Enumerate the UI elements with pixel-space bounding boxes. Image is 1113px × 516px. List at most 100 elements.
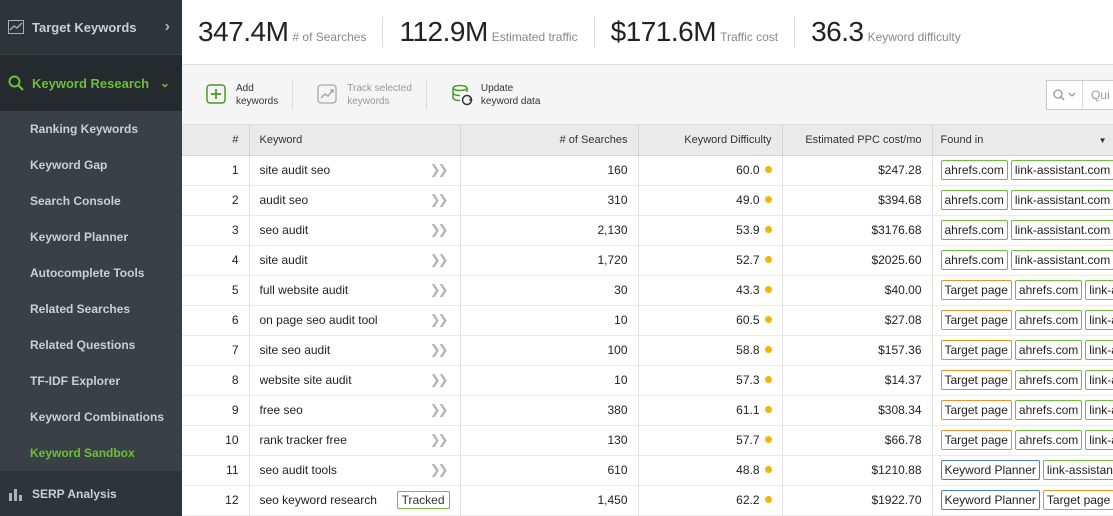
- column-header-keyword[interactable]: Keyword: [249, 125, 461, 156]
- double-chevron-icon[interactable]: ❯❯: [429, 372, 449, 387]
- found-in-tag[interactable]: link-assistant.com: [1010, 250, 1113, 270]
- difficulty-cell: 58.8: [638, 335, 783, 366]
- quick-filter[interactable]: [1046, 80, 1113, 110]
- found-in-tag[interactable]: link-assistant.com: [1010, 220, 1113, 240]
- found-in-tag[interactable]: Keyword Planner: [940, 490, 1040, 510]
- keyword-text[interactable]: free seo: [259, 403, 303, 417]
- sidebar-item-tf-idf-explorer[interactable]: TF-IDF Explorer: [30, 374, 121, 388]
- quick-filter-input[interactable]: [1083, 88, 1113, 102]
- metric-searches: 347.4M # of Searches: [182, 17, 384, 47]
- table-row[interactable]: 1 site audit seo ❯❯ 160 60.0 $247.28 ahrefs.co…: [182, 155, 1113, 186]
- found-in-tag[interactable]: ahrefs.com: [940, 190, 1008, 210]
- sidebar-item-keyword-planner[interactable]: Keyword Planner: [30, 230, 129, 244]
- keyword-text[interactable]: site audit seo: [259, 163, 331, 177]
- found-in-tag[interactable]: Target page: [940, 280, 1012, 300]
- column-header-searches[interactable]: # of Searches: [460, 125, 639, 156]
- double-chevron-icon[interactable]: ❯❯: [429, 342, 449, 357]
- sidebar-item-autocomplete-tools[interactable]: Autocomplete Tools: [30, 266, 145, 280]
- found-in-tag[interactable]: link-assistant.com: [1085, 370, 1113, 390]
- keyword-text[interactable]: rank tracker free: [259, 433, 347, 447]
- double-chevron-icon[interactable]: ❯❯: [429, 312, 449, 327]
- add-keywords-button[interactable]: Add keywords: [182, 79, 294, 110]
- difficulty-cell: 62.2: [638, 485, 783, 516]
- searches-value: 10: [460, 305, 639, 336]
- table-row[interactable]: 2 audit seo ❯❯ 310 49.0 $394.68 ahrefs.com link…: [182, 185, 1113, 216]
- found-in-tag[interactable]: Target page: [940, 370, 1012, 390]
- double-chevron-icon[interactable]: ❯❯: [429, 252, 449, 267]
- found-in-tag[interactable]: link-assistant.com: [1085, 340, 1113, 360]
- table-row[interactable]: 5 full website audit ❯❯ 30 43.3 $40.00 Target …: [182, 275, 1113, 306]
- table-row[interactable]: 3 seo audit ❯❯ 2,130 53.9 $3176.68 ahrefs.com l…: [182, 215, 1113, 246]
- table-row[interactable]: 9 free seo ❯❯ 380 61.1 $308.34 Target page ahre…: [182, 395, 1113, 426]
- search-dropdown-icon[interactable]: [1047, 81, 1083, 109]
- keyword-text[interactable]: site audit: [259, 253, 308, 267]
- found-in-tag[interactable]: link-assistant.com: [1085, 280, 1113, 300]
- sidebar-item-search-console[interactable]: Search Console: [30, 194, 121, 208]
- keyword-text[interactable]: website site audit: [259, 373, 352, 387]
- column-header-found-in[interactable]: Found in ▼: [932, 125, 1113, 156]
- table-row[interactable]: 7 site seo audit ❯❯ 100 58.8 $157.36 Target pa…: [182, 335, 1113, 366]
- found-in-tag[interactable]: ahrefs.com: [940, 160, 1008, 180]
- sidebar-item-serp-analysis[interactable]: SERP Analysis: [0, 471, 182, 516]
- found-in-tag[interactable]: ahrefs.com: [1014, 310, 1083, 330]
- keyword-text[interactable]: site seo audit: [259, 343, 331, 357]
- double-chevron-icon[interactable]: ❯❯: [429, 462, 449, 477]
- table-row[interactable]: 10 rank tracker free ❯❯ 130 57.7 $66.78 Target…: [182, 425, 1113, 456]
- table-row[interactable]: 4 site audit ❯❯ 1,720 52.7 $2025.60 ahrefs.com…: [182, 245, 1113, 276]
- found-in-tag[interactable]: Target page: [940, 310, 1012, 330]
- sidebar-item-related-questions[interactable]: Related Questions: [30, 338, 136, 352]
- toolbar: Add keywords Track selected keywords Updat…: [182, 65, 1113, 125]
- found-in-tag[interactable]: ahrefs.com: [1014, 400, 1083, 420]
- difficulty-dot-icon: [764, 286, 772, 294]
- update-keyword-data-button[interactable]: Update keyword data: [427, 80, 554, 110]
- double-chevron-icon[interactable]: ❯❯: [429, 432, 449, 447]
- found-in-tag[interactable]: Target page: [940, 340, 1012, 360]
- column-header-number[interactable]: #: [182, 125, 250, 156]
- sidebar-item-keyword-sandbox[interactable]: Keyword Sandbox: [30, 446, 135, 460]
- found-in-tag[interactable]: link-assistant.com: [1010, 190, 1113, 210]
- table-row[interactable]: 11 seo audit tools ❯❯ 610 48.8 $1210.88 Keywor…: [182, 455, 1113, 486]
- keyword-text[interactable]: seo keyword research: [259, 493, 377, 507]
- double-chevron-icon[interactable]: ❯❯: [429, 162, 449, 177]
- found-in-tag[interactable]: ahrefs.com: [940, 220, 1008, 240]
- found-in-tag[interactable]: ahrefs.com: [1014, 430, 1083, 450]
- column-header-ppc[interactable]: Estimated PPC cost/mo: [782, 125, 933, 156]
- keyword-text[interactable]: audit seo: [259, 193, 309, 207]
- found-in-tag[interactable]: ahrefs.com: [1014, 280, 1083, 300]
- keyword-text[interactable]: seo audit tools: [259, 463, 337, 477]
- sidebar-item-keyword-combinations[interactable]: Keyword Combinations: [30, 410, 165, 424]
- found-in-tag[interactable]: Target page: [940, 400, 1012, 420]
- found-in-tag[interactable]: link-assistant.com: [1042, 460, 1113, 480]
- difficulty-cell: 61.1: [638, 395, 783, 426]
- double-chevron-icon[interactable]: ❯❯: [429, 282, 449, 297]
- sidebar-item-related-searches[interactable]: Related Searches: [30, 302, 131, 316]
- found-in-tag[interactable]: ahrefs.com: [1014, 370, 1083, 390]
- sidebar-section-keyword-research[interactable]: Keyword Research ⌄: [0, 55, 182, 111]
- keyword-text[interactable]: full website audit: [259, 283, 349, 297]
- keyword-text[interactable]: on page seo audit tool: [259, 313, 378, 327]
- table-row[interactable]: 6 on page seo audit tool ❯❯ 10 60.5 $27.08 Tar…: [182, 305, 1113, 336]
- sidebar-item-keyword-gap[interactable]: Keyword Gap: [30, 158, 108, 172]
- double-chevron-icon[interactable]: ❯❯: [429, 222, 449, 237]
- sidebar-item-ranking-keywords[interactable]: Ranking Keywords: [30, 122, 139, 136]
- table-row[interactable]: 8 website site audit ❯❯ 10 57.3 $14.37 Target …: [182, 365, 1113, 396]
- found-in-tag[interactable]: link-assistant.com: [1085, 310, 1113, 330]
- track-selected-keywords-button[interactable]: Track selected keywords: [293, 79, 427, 110]
- found-in-tag[interactable]: ahrefs.com: [940, 250, 1008, 270]
- column-header-difficulty[interactable]: Keyword Difficulty: [638, 125, 783, 156]
- table-row[interactable]: 12 seo keyword research Tracked 1,450 62.2 $1…: [182, 485, 1113, 516]
- keyword-text[interactable]: seo audit: [259, 223, 309, 237]
- found-in-tag[interactable]: link-assistant.com: [1085, 400, 1113, 420]
- found-in-tag[interactable]: link-assistant.com: [1010, 160, 1113, 180]
- double-chevron-icon[interactable]: ❯❯: [429, 192, 449, 207]
- ppc-value: $3176.68: [782, 215, 933, 246]
- found-in-tag[interactable]: ahrefs.com: [1014, 340, 1083, 360]
- sidebar-item-target-keywords[interactable]: Target Keywords ›: [0, 0, 182, 55]
- searches-value: 100: [460, 335, 639, 366]
- found-in-tag[interactable]: link-assistant.com: [1085, 430, 1113, 450]
- found-in-tag[interactable]: Target page: [1042, 490, 1113, 510]
- found-in-tag[interactable]: Keyword Planner: [940, 460, 1040, 480]
- double-chevron-icon[interactable]: ❯❯: [429, 402, 449, 417]
- found-in-tag[interactable]: Target page: [940, 430, 1012, 450]
